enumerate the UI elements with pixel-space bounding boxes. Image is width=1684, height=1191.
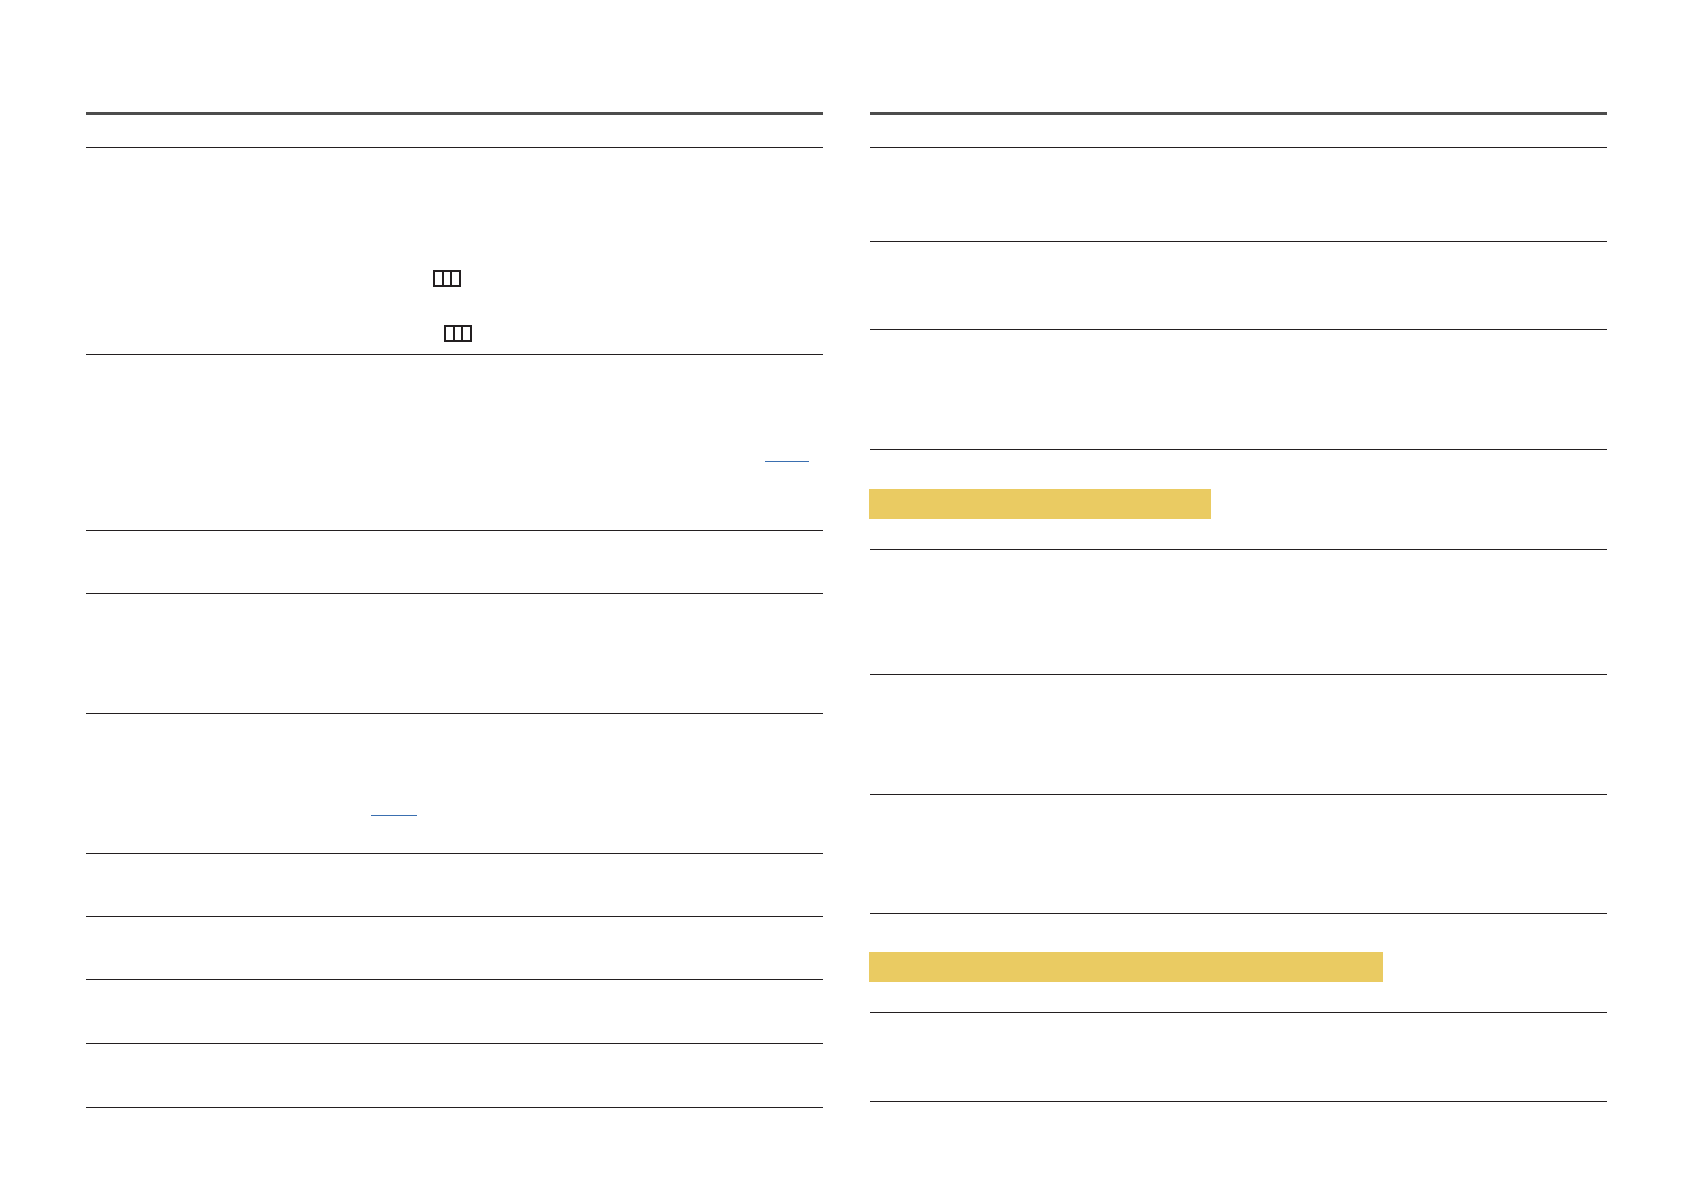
- row-divider: [870, 449, 1607, 450]
- row-divider: [86, 147, 823, 148]
- row-divider: [870, 329, 1607, 330]
- row-divider: [86, 593, 823, 594]
- row-divider: [86, 916, 823, 917]
- header-rule: [86, 112, 823, 115]
- row-divider: [870, 1012, 1607, 1013]
- row-divider: [86, 530, 823, 531]
- row-divider: [870, 241, 1607, 242]
- section-highlight-bar: [869, 952, 1383, 982]
- row-divider: [870, 147, 1607, 148]
- header-rule: [870, 112, 1607, 115]
- row-divider: [86, 713, 823, 714]
- row-divider: [86, 1107, 823, 1108]
- row-divider: [870, 913, 1607, 914]
- row-divider: [870, 794, 1607, 795]
- row-divider: [86, 979, 823, 980]
- row-divider: [86, 853, 823, 854]
- row-divider: [86, 1043, 823, 1044]
- menu-button-icon: [433, 270, 461, 287]
- row-divider: [870, 674, 1607, 675]
- row-divider: [870, 1101, 1607, 1102]
- row-divider: [86, 354, 823, 355]
- page-link[interactable]: [765, 461, 809, 462]
- section-highlight-bar: [869, 489, 1211, 519]
- menu-button-icon: [444, 325, 472, 342]
- page-link[interactable]: [371, 815, 417, 816]
- row-divider: [870, 549, 1607, 550]
